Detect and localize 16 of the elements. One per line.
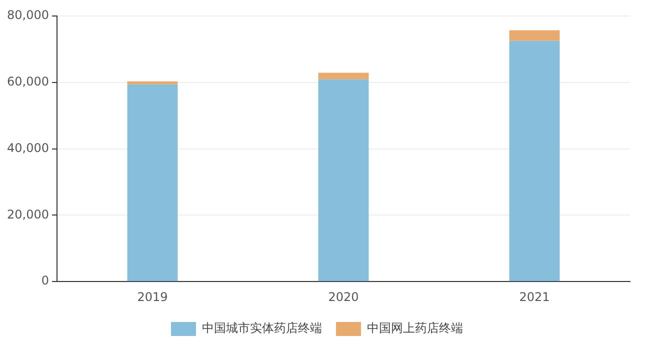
y-tick-label: 40,000: [6, 140, 49, 155]
y-tick-label: 60,000: [6, 74, 49, 89]
bar: [509, 40, 560, 282]
legend-label: 中国城市实体药店终端: [202, 321, 322, 336]
bar: [318, 79, 369, 282]
y-tick-label: 80,000: [6, 8, 49, 22]
y-tick-label: 0: [41, 274, 49, 288]
x-tick-label: 2021: [519, 290, 550, 304]
x-tick-label: 2019: [137, 290, 168, 304]
legend-label: 中国网上药店终端: [367, 321, 463, 336]
x-tick-label: 2020: [328, 290, 359, 304]
bar: [509, 30, 560, 41]
bar: [127, 81, 178, 84]
bar: [318, 72, 369, 80]
y-tick-label: 20,000: [6, 207, 49, 222]
bar: [127, 84, 178, 282]
